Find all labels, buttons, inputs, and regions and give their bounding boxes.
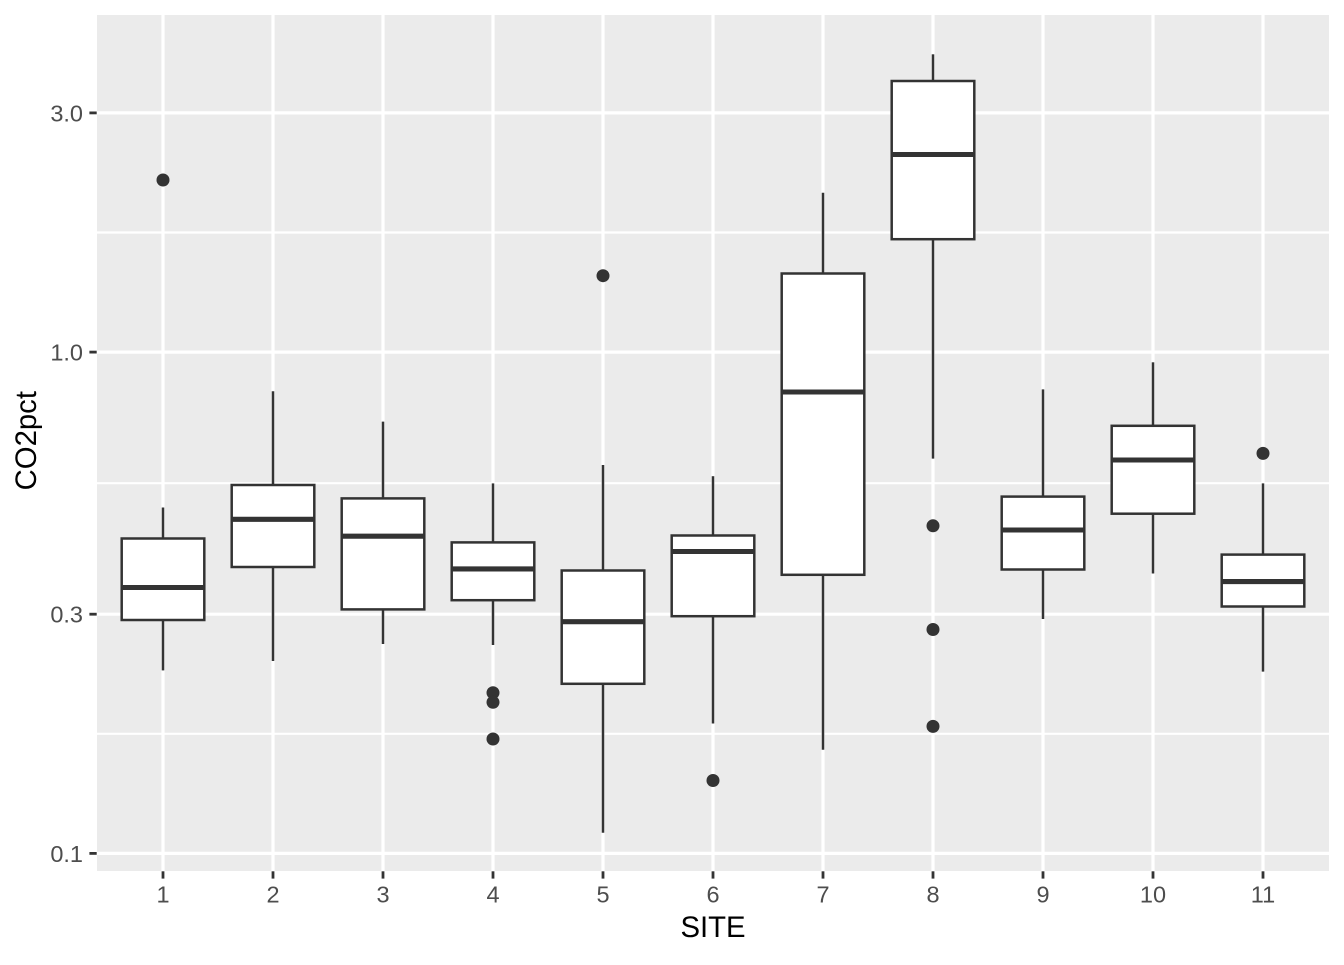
svg-text:1: 1 — [156, 882, 169, 908]
svg-text:9: 9 — [1036, 882, 1049, 908]
svg-text:11: 11 — [1251, 882, 1275, 908]
svg-text:1.0: 1.0 — [50, 340, 83, 366]
svg-text:3.0: 3.0 — [50, 100, 83, 126]
svg-text:8: 8 — [926, 882, 939, 908]
svg-text:0.3: 0.3 — [50, 602, 83, 628]
svg-text:4: 4 — [486, 882, 499, 908]
svg-text:7: 7 — [816, 882, 829, 908]
svg-text:0.1: 0.1 — [50, 841, 83, 867]
svg-text:10: 10 — [1140, 882, 1166, 908]
svg-text:SITE: SITE — [680, 911, 745, 944]
svg-text:5: 5 — [596, 882, 609, 908]
svg-text:6: 6 — [706, 882, 719, 908]
svg-text:3: 3 — [376, 882, 389, 908]
svg-text:2: 2 — [266, 882, 279, 908]
svg-text:CO2pct: CO2pct — [10, 391, 43, 490]
